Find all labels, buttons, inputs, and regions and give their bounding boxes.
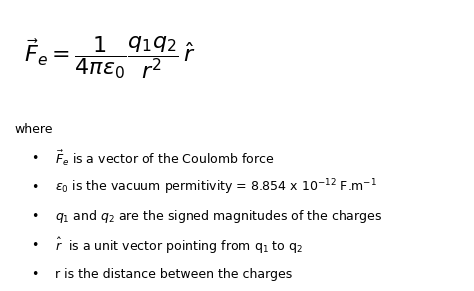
Text: $\hat{r}$  is a unit vector pointing from q$_1$ to q$_2$: $\hat{r}$ is a unit vector pointing from… [55,236,303,256]
Text: r is the distance between the charges: r is the distance between the charges [55,269,292,281]
Text: $\vec{F}_e = \dfrac{1}{4\pi\varepsilon_0}\dfrac{q_1 q_2}{r^2}\,\hat{r}$: $\vec{F}_e = \dfrac{1}{4\pi\varepsilon_0… [24,35,195,81]
Text: $\varepsilon_0$ is the vacuum permitivity = 8.854 x 10$^{-12}$ F.m$^{-1}$: $\varepsilon_0$ is the vacuum permitivit… [55,178,376,198]
Text: $\vec{F}_e$ is a vector of the Coulomb force: $\vec{F}_e$ is a vector of the Coulomb f… [55,149,274,168]
Text: •: • [31,269,38,281]
Text: where: where [14,123,53,136]
Text: •: • [31,181,38,194]
Text: $q_1$ and $q_2$ are the signed magnitudes of the charges: $q_1$ and $q_2$ are the signed magnitude… [55,208,382,225]
Text: •: • [31,239,38,252]
Text: •: • [31,210,38,223]
Text: •: • [31,152,38,165]
